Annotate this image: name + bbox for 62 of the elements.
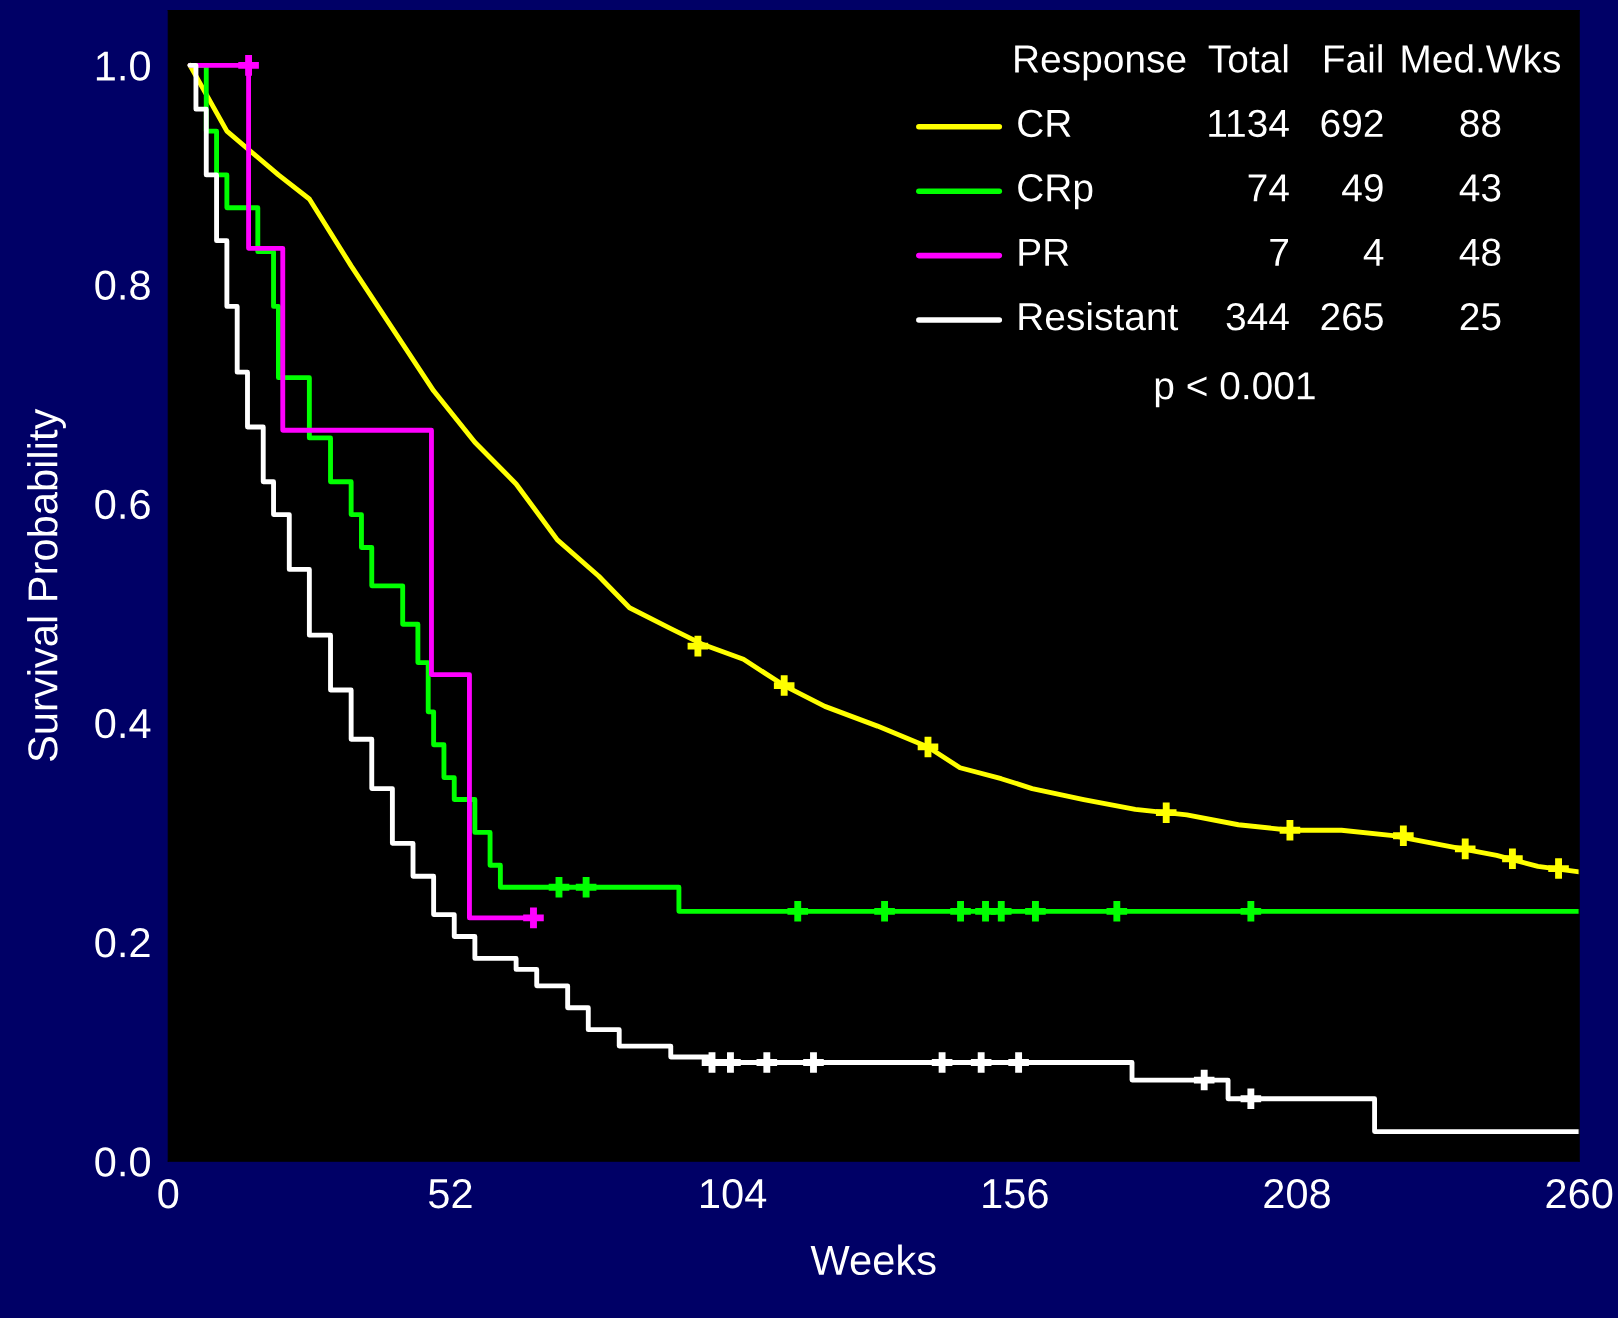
legend-title: Response [1015, 45, 1186, 81]
point [1393, 825, 1414, 846]
annotation: 74 [1248, 174, 1289, 202]
point [970, 1052, 992, 1073]
point [238, 55, 259, 76]
point [720, 1052, 741, 1073]
annotation: 43 [1459, 174, 1501, 202]
point [1279, 819, 1301, 841]
point [1454, 838, 1476, 860]
legend-label: CRp [1018, 174, 1093, 210]
point [931, 1052, 953, 1073]
y-tick-label: 0.0 [95, 1147, 150, 1177]
point [787, 901, 809, 922]
annotation: 265 [1321, 302, 1383, 331]
annotation: 1134 [1209, 109, 1289, 138]
annotation: 48 [1459, 238, 1501, 267]
y-tick-label: 0.8 [95, 270, 150, 301]
point [874, 901, 895, 922]
annotation: 25 [1460, 302, 1501, 331]
point [1008, 1052, 1029, 1073]
annotation: Total [1208, 44, 1288, 73]
y-tick-label: 0.2 [95, 928, 150, 958]
x-tick-label: 52 [428, 1178, 472, 1209]
point [1193, 1069, 1215, 1091]
point [687, 635, 709, 657]
point [575, 876, 597, 898]
x-tick-label: 156 [983, 1178, 1048, 1209]
x-tick-label: 260 [1546, 1178, 1613, 1209]
legend-label: Resistant [1019, 301, 1179, 331]
x-tick-label: 104 [701, 1178, 767, 1209]
point [1025, 901, 1046, 922]
legend-label: PR [1019, 238, 1069, 266]
y-tick-label: 1.0 [96, 51, 150, 81]
annotation: 344 [1226, 302, 1289, 331]
point [756, 1052, 778, 1073]
annotation: 692 [1321, 109, 1383, 138]
point [773, 675, 795, 696]
point [1240, 901, 1262, 922]
x-axis-title: Weeks [810, 1244, 936, 1276]
annotation: Fail [1324, 44, 1382, 73]
y-tick-label: 0.6 [95, 489, 150, 520]
point [1502, 848, 1523, 870]
point [990, 901, 1012, 922]
x-tick-label: 208 [1264, 1178, 1330, 1209]
annotation: 88 [1460, 109, 1501, 138]
legend-label: CR [1018, 109, 1071, 138]
y-axis-title: Survival Probability [27, 408, 66, 762]
point [950, 901, 971, 922]
annotation: 7 [1270, 238, 1288, 266]
annotation: Med.Wks [1402, 44, 1561, 73]
point [1548, 858, 1569, 879]
annotation: 4 [1363, 238, 1384, 266]
x-tick-label: 0 [158, 1178, 179, 1209]
annotation: 49 [1342, 174, 1383, 202]
point [1155, 802, 1177, 823]
point [1106, 901, 1128, 922]
point [548, 876, 570, 898]
y-tick-label: 0.4 [95, 708, 151, 739]
annotation: p < 0.001 [1155, 372, 1315, 408]
point [523, 907, 544, 929]
point [803, 1052, 824, 1073]
point [1240, 1088, 1262, 1109]
